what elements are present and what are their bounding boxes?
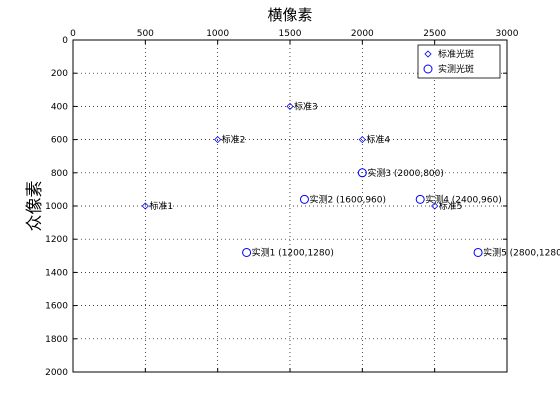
- standard-point-marker: [431, 202, 439, 210]
- x-tick-label: 3000: [496, 29, 519, 39]
- legend-measured-marker: [423, 64, 433, 74]
- y-tick-label: 1200: [45, 235, 68, 245]
- measured-point-label: 实测3 (2000,800): [367, 167, 444, 179]
- standard-point-label: 标准3: [294, 100, 318, 112]
- grid-lines: [73, 40, 507, 372]
- standard-point-label: 标准2: [222, 134, 246, 146]
- x-tick-label: 0: [70, 29, 76, 39]
- y-axis-title: 众像素: [25, 181, 45, 232]
- measured-point-marker: [299, 194, 309, 204]
- axis-ticks: 0 500 1000 1500 2000 2500 3000 0 200 400 600 800 100…: [45, 29, 519, 378]
- y-tick-label: 200: [51, 69, 68, 79]
- measured-point-label: 实测5 (2800,1280): [483, 246, 560, 258]
- data-marks: 标准1 标准2 标准3 标准4 标准5 实测1 (1200,1280) 实测2 (1600,…: [141, 100, 560, 258]
- y-tick-label: 1000: [45, 202, 68, 212]
- x-tick-label: 2000: [351, 29, 374, 39]
- legend-box: [417, 44, 501, 79]
- y-tick-label: 0: [62, 36, 68, 46]
- y-tick-label: 1800: [45, 335, 68, 345]
- y-tick-label: 800: [51, 169, 68, 179]
- y-tick-label: 1600: [45, 302, 68, 312]
- standard-point-label: 标准5: [439, 200, 463, 212]
- x-tick-label: 500: [137, 29, 154, 39]
- standard-point-marker: [214, 136, 222, 144]
- measured-point-label: 实测1 (1200,1280): [252, 246, 334, 258]
- measured-point-marker: [242, 247, 252, 257]
- y-tick-label: 400: [51, 102, 68, 112]
- measured-point-label: 实测4 (2400,960): [425, 193, 502, 205]
- x-tick-label: 1000: [206, 29, 229, 39]
- x-axis-title: 横像素: [267, 6, 312, 24]
- y-tick-label: 600: [51, 136, 68, 146]
- measured-point-marker: [357, 168, 367, 178]
- measured-point-marker: [473, 247, 483, 257]
- standard-point-label: 标准1: [149, 200, 173, 212]
- legend-standard-marker: [424, 50, 432, 58]
- legend-entry-label: 实测光斑: [438, 63, 474, 75]
- legend-entry-label: 标准光斑: [438, 48, 474, 60]
- standard-point-marker: [286, 102, 294, 110]
- y-tick-label: 1400: [45, 268, 68, 278]
- standard-point-label: 标准4: [366, 134, 390, 146]
- standard-point-marker: [141, 202, 149, 210]
- x-tick-label: 2500: [423, 29, 446, 39]
- y-tick-label: 2000: [45, 368, 68, 378]
- x-tick-label: 1500: [279, 29, 302, 39]
- measured-point-label: 实测2 (1600,960): [309, 193, 386, 205]
- standard-point-marker: [358, 136, 366, 144]
- measured-point-marker: [415, 194, 425, 204]
